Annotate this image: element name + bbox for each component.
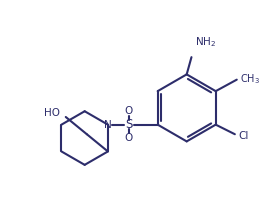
Text: N: N xyxy=(104,120,112,130)
Text: O: O xyxy=(125,106,133,116)
Text: HO: HO xyxy=(44,108,60,118)
Text: Cl: Cl xyxy=(239,131,249,141)
Text: O: O xyxy=(125,133,133,143)
Text: CH$_3$: CH$_3$ xyxy=(240,72,260,86)
Text: NH$_2$: NH$_2$ xyxy=(195,36,216,50)
Text: S: S xyxy=(125,118,133,131)
